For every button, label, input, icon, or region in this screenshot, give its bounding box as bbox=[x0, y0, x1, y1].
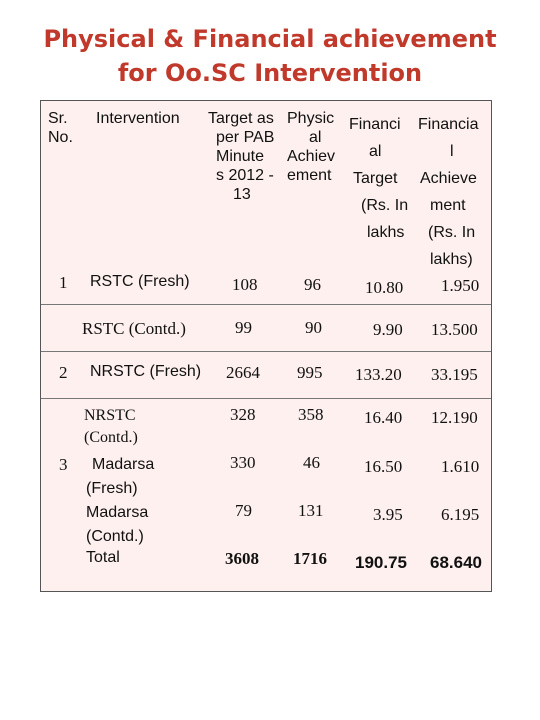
row6-physical: 131 bbox=[298, 501, 324, 520]
row6-target: 79 bbox=[235, 501, 252, 520]
row4-physical: 358 bbox=[298, 405, 324, 424]
row5-physical: 46 bbox=[303, 453, 320, 472]
row4-target: 328 bbox=[230, 405, 256, 424]
row5-sr: 3 bbox=[59, 455, 68, 474]
row2-intervention: RSTC (Contd.) bbox=[82, 319, 186, 338]
header-target: Target as per PAB Minute s 2012 - 13 bbox=[208, 110, 275, 203]
row5-fin-target: 16.50 bbox=[364, 457, 403, 476]
row3-fin-achieve: 33.195 bbox=[431, 365, 478, 384]
header-financial-achievement: Financia l Achieve ment (Rs. In lakhs) bbox=[418, 116, 479, 268]
row3-target: 2664 bbox=[226, 363, 260, 382]
row6-intervention: Madarsa (Contd.) bbox=[86, 504, 149, 545]
row2-physical: 90 bbox=[305, 318, 322, 337]
row-divider bbox=[41, 351, 491, 352]
row4-fin-achieve: 12.190 bbox=[431, 408, 478, 427]
header-financial-target: Financi al Target (Rs. In lakhs bbox=[349, 116, 409, 241]
page-title: Physical & Financial achievement for Oo.… bbox=[0, 22, 540, 90]
total-label: Total bbox=[86, 549, 120, 566]
title-line-1: Physical & Financial achievement bbox=[43, 25, 497, 53]
row5-fin-achieve: 1.610 bbox=[441, 457, 480, 476]
row2-fin-achieve: 13.500 bbox=[431, 320, 478, 339]
row2-fin-target: 9.90 bbox=[373, 320, 403, 339]
row4-intervention: NRSTC (Contd.) bbox=[84, 407, 138, 446]
total-fin-achieve: 68.640 bbox=[430, 553, 482, 572]
row3-intervention: NRSTC (Fresh) bbox=[90, 363, 202, 380]
title-line-2: for Oo.SC Intervention bbox=[117, 59, 423, 87]
row6-fin-target: 3.95 bbox=[373, 505, 403, 524]
row1-fin-target: 10.80 bbox=[365, 278, 404, 297]
row5-intervention: Madarsa (Fresh) bbox=[86, 456, 155, 497]
row-divider bbox=[41, 398, 491, 399]
row3-sr: 2 bbox=[59, 363, 68, 382]
row1-sr: 1 bbox=[59, 273, 68, 292]
row3-physical: 995 bbox=[297, 363, 323, 382]
row-divider bbox=[41, 304, 491, 305]
row2-target: 99 bbox=[235, 318, 252, 337]
header-sr-no: Sr. No. bbox=[48, 110, 73, 146]
header-intervention: Intervention bbox=[96, 110, 180, 127]
row6-fin-achieve: 6.195 bbox=[441, 505, 480, 524]
row1-physical: 96 bbox=[304, 275, 321, 294]
row1-target: 108 bbox=[232, 275, 258, 294]
row4-fin-target: 16.40 bbox=[364, 408, 403, 427]
total-physical: 1716 bbox=[293, 549, 327, 568]
total-target: 3608 bbox=[225, 549, 259, 568]
row5-target: 330 bbox=[230, 453, 256, 472]
row3-fin-target: 133.20 bbox=[355, 365, 402, 384]
row1-fin-achieve: 1.950 bbox=[441, 276, 480, 295]
header-physical-achievement: Physic al Achiev ement bbox=[287, 110, 336, 184]
total-fin-target: 190.75 bbox=[355, 553, 407, 572]
achievement-table: Sr. No. Intervention Target as per PAB M… bbox=[40, 100, 492, 592]
row1-intervention: RSTC (Fresh) bbox=[90, 273, 190, 290]
